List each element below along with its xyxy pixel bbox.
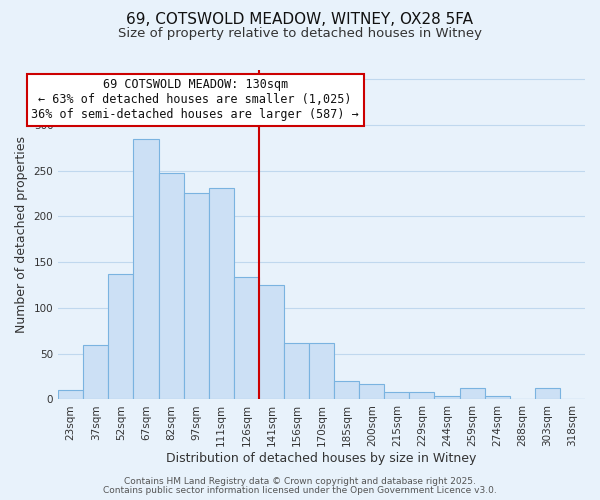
Bar (234, 277, 259, 400)
Text: 69, COTSWOLD MEADOW, WITNEY, OX28 5FA: 69, COTSWOLD MEADOW, WITNEY, OX28 5FA (127, 12, 473, 28)
Bar (460, 388, 485, 400)
Bar (158, 174, 184, 400)
Bar (309, 342, 334, 400)
Bar (535, 388, 560, 400)
Bar (133, 138, 158, 400)
Bar (259, 285, 284, 400)
Bar (284, 342, 309, 400)
Bar (434, 396, 460, 400)
Bar (58, 390, 83, 400)
Bar (334, 381, 359, 400)
Text: Size of property relative to detached houses in Witney: Size of property relative to detached ho… (118, 28, 482, 40)
Bar (385, 392, 409, 400)
Bar (485, 396, 510, 400)
Text: 69 COTSWOLD MEADOW: 130sqm
← 63% of detached houses are smaller (1,025)
36% of s: 69 COTSWOLD MEADOW: 130sqm ← 63% of deta… (31, 78, 359, 121)
Bar (109, 274, 133, 400)
Bar (359, 384, 385, 400)
Y-axis label: Number of detached properties: Number of detached properties (15, 136, 28, 333)
Bar (83, 344, 109, 400)
Text: Contains HM Land Registry data © Crown copyright and database right 2025.: Contains HM Land Registry data © Crown c… (124, 477, 476, 486)
X-axis label: Distribution of detached houses by size in Witney: Distribution of detached houses by size … (166, 452, 477, 465)
Text: Contains public sector information licensed under the Open Government Licence v3: Contains public sector information licen… (103, 486, 497, 495)
Bar (209, 188, 234, 400)
Bar (409, 392, 434, 400)
Bar (184, 192, 209, 400)
